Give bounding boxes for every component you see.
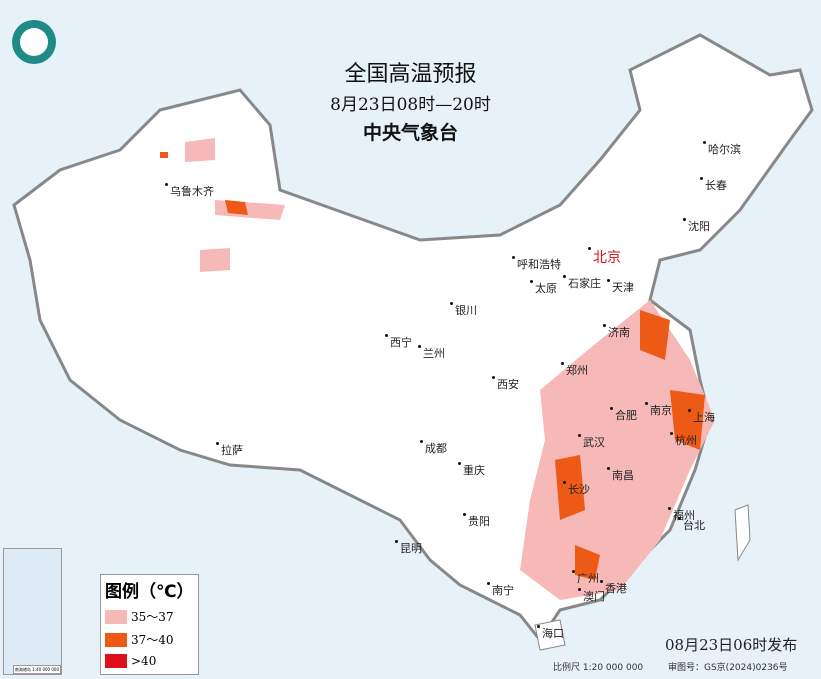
legend-item: 35～37 <box>105 608 198 625</box>
map-review-number: 审图号：GS京(2024)0236号 <box>668 663 788 673</box>
city-label: 郑州 <box>561 362 588 378</box>
city-label: 上海 <box>688 409 715 425</box>
legend: 图例（℃） 35～37 37～40 >40 <box>100 574 199 675</box>
city-label: 杭州 <box>670 432 697 448</box>
legend-item: 37～40 <box>105 631 198 648</box>
city-label: 南宁 <box>487 582 514 598</box>
city-label: 济南 <box>603 324 630 340</box>
legend-label: >40 <box>131 654 157 668</box>
city-label: 呼和浩特 <box>512 256 561 272</box>
city-label: 海口 <box>537 625 564 641</box>
city-label: 广州 <box>572 570 599 586</box>
city-label: 成都 <box>420 440 447 456</box>
city-label: 南昌 <box>607 467 634 483</box>
map-title: 全国高温预报 <box>344 62 477 87</box>
city-label: 西宁 <box>385 334 412 350</box>
city-label: 兰州 <box>418 345 445 361</box>
forecast-period: 8月23日08时—20时 <box>330 95 491 115</box>
city-label: 贵阳 <box>463 513 490 529</box>
city-label: 乌鲁木齐 <box>165 183 214 199</box>
taiwan <box>734 504 751 562</box>
issuer: 中央气象台 <box>362 122 458 144</box>
legend-label: 37～40 <box>131 633 174 647</box>
city-label: 西安 <box>492 376 519 392</box>
city-label: 香港 <box>600 580 627 596</box>
city-label: 太原 <box>530 280 557 296</box>
map-scale: 比例尺 1:20 000 000 <box>553 663 644 673</box>
city-label: 昆明 <box>395 540 422 556</box>
city-label: 石家庄 <box>563 275 601 291</box>
legend-label: 35～37 <box>131 610 174 624</box>
issued-time: 08月23日06时发布 <box>665 636 798 654</box>
inset-label: 南海诸岛 1:40 000 000 <box>12 665 61 674</box>
south-china-sea-inset: 南海诸岛 1:40 000 000 <box>3 548 62 675</box>
capital-label: 北京 <box>588 247 621 267</box>
legend-swatch <box>105 632 127 647</box>
city-label: 哈尔滨 <box>703 141 741 157</box>
city-label: 长沙 <box>563 481 590 497</box>
city-label: 重庆 <box>458 462 485 478</box>
legend-title: 图例（℃） <box>105 582 194 602</box>
cma-logo <box>12 20 56 64</box>
heat-37-40-xinjiang <box>160 152 248 215</box>
legend-swatch <box>105 654 127 668</box>
city-label: 银川 <box>450 302 477 318</box>
city-label: 拉萨 <box>216 442 243 458</box>
city-label: 武汉 <box>578 434 605 450</box>
legend-swatch <box>105 609 127 624</box>
city-label: 天津 <box>607 279 634 295</box>
city-label: 台北 <box>678 517 705 533</box>
legend-item: >40 <box>105 654 198 668</box>
city-label: 长春 <box>700 177 727 193</box>
city-label: 合肥 <box>610 407 637 423</box>
city-label: 沈阳 <box>683 218 710 234</box>
city-label: 南京 <box>645 402 672 418</box>
